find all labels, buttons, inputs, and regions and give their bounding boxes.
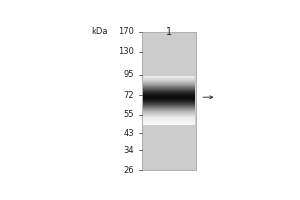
Bar <box>143 82 195 83</box>
Bar <box>143 80 195 81</box>
Bar <box>143 95 195 96</box>
Bar <box>143 111 195 112</box>
Text: kDa: kDa <box>91 27 107 36</box>
Bar <box>143 84 195 85</box>
Bar <box>143 104 195 105</box>
Bar <box>143 77 195 78</box>
Bar <box>143 102 195 103</box>
Text: 170: 170 <box>118 27 134 36</box>
Bar <box>143 97 195 98</box>
Bar <box>143 91 195 92</box>
Bar <box>142 32 196 170</box>
Text: 72: 72 <box>123 91 134 100</box>
Bar <box>143 94 195 95</box>
Bar <box>143 109 195 110</box>
Text: 130: 130 <box>118 47 134 56</box>
Text: 34: 34 <box>123 146 134 155</box>
Bar <box>143 96 195 97</box>
Bar <box>143 120 195 121</box>
Bar <box>143 89 195 90</box>
Bar <box>143 101 195 102</box>
Bar <box>143 87 195 88</box>
Bar <box>143 118 195 119</box>
Bar <box>143 110 195 111</box>
Bar <box>143 121 195 122</box>
Bar <box>143 92 195 93</box>
Bar <box>143 111 195 112</box>
Bar <box>143 87 195 88</box>
Bar <box>143 90 195 91</box>
Bar <box>143 117 195 118</box>
Bar <box>143 86 195 87</box>
Bar <box>143 116 195 117</box>
Text: 95: 95 <box>124 70 134 79</box>
Bar <box>143 99 195 100</box>
Text: 26: 26 <box>123 166 134 175</box>
Bar <box>143 107 195 108</box>
Bar <box>143 80 195 81</box>
Bar <box>143 105 195 106</box>
Bar <box>143 122 195 123</box>
Bar <box>143 113 195 114</box>
Bar <box>143 93 195 94</box>
Bar <box>143 83 195 84</box>
Bar <box>143 96 195 97</box>
Bar <box>143 107 195 108</box>
Text: 55: 55 <box>124 110 134 119</box>
Bar <box>143 100 195 101</box>
Bar <box>143 122 195 123</box>
Bar <box>143 120 195 121</box>
Bar <box>143 89 195 90</box>
Text: 43: 43 <box>123 129 134 138</box>
Bar <box>143 78 195 79</box>
Bar <box>143 124 195 125</box>
Bar <box>143 112 195 113</box>
Bar <box>143 118 195 119</box>
Bar <box>143 79 195 80</box>
Bar <box>143 124 195 125</box>
Bar <box>143 76 195 77</box>
Bar <box>143 102 195 103</box>
Bar <box>143 88 195 89</box>
Bar <box>143 109 195 110</box>
Bar <box>143 85 195 86</box>
Bar <box>143 100 195 101</box>
Bar <box>143 106 195 107</box>
Bar <box>143 81 195 82</box>
Bar <box>143 115 195 116</box>
Bar <box>143 116 195 117</box>
Bar <box>143 119 195 120</box>
Bar <box>143 98 195 99</box>
Bar <box>143 76 195 77</box>
Text: 1: 1 <box>166 27 172 37</box>
Bar <box>143 114 195 115</box>
Bar <box>143 78 195 79</box>
Bar <box>143 82 195 83</box>
Bar <box>143 98 195 99</box>
Bar <box>143 103 195 104</box>
Bar <box>143 123 195 124</box>
Bar <box>143 108 195 109</box>
Bar <box>143 91 195 92</box>
Bar <box>143 113 195 114</box>
